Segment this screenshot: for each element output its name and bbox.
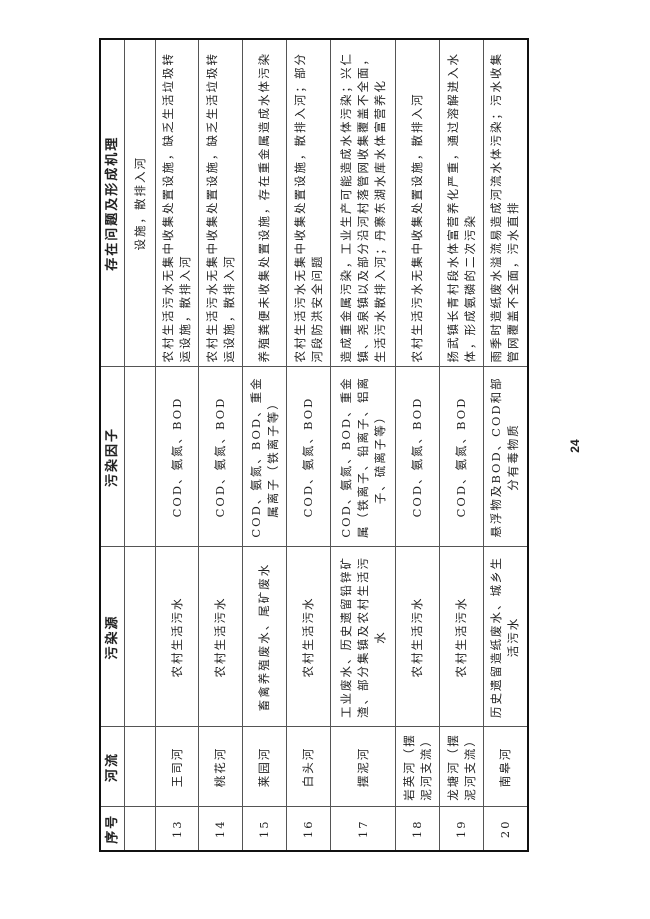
cell-river: 龙塘河（摆泥河支流） xyxy=(439,727,484,807)
cell-river: 王司河 xyxy=(155,727,199,807)
cell-source: 农村生活污水 xyxy=(198,547,243,727)
cell-river: 莱园河 xyxy=(242,727,287,807)
cell-issue: 农村生活污水无集中收集处置设施，散排入河 xyxy=(395,39,440,367)
cell-factor: COD、氨氮、BOD xyxy=(395,367,440,547)
header-factor: 污染因子 xyxy=(100,367,125,547)
cell-river: 桃花河 xyxy=(198,727,243,807)
cell-source: 农村生活污水 xyxy=(155,547,199,727)
table-row: 17 摆泥河 工业废水、历史遗留铅锌矿渣、部分集镇及农村生活污水 COD、氨氮、BOD… xyxy=(330,39,396,851)
cell-source: 农村生活污水 xyxy=(439,547,484,727)
cell-no: 14 xyxy=(198,807,243,851)
cell-river: 白头河 xyxy=(286,727,331,807)
header-river: 河流 xyxy=(100,727,125,807)
header-no: 序号 xyxy=(100,807,125,851)
cell-no: 17 xyxy=(330,807,396,851)
cell-no: 19 xyxy=(439,807,484,851)
cell-no: 15 xyxy=(242,807,287,851)
table-row: 设施，散排入河 xyxy=(124,39,156,851)
cell-source: 畜禽养殖废水、尾矿废水 xyxy=(242,547,287,727)
cell-river: 摆泥河 xyxy=(330,727,396,807)
cell-no: 13 xyxy=(155,807,199,851)
header-issue: 存在问题及形成机理 xyxy=(100,39,125,367)
table-row: 15 莱园河 畜禽养殖废水、尾矿废水 COD、氨氮、BOD、重金属离子（铁离子等） 养殖… xyxy=(242,39,287,851)
cell-no: 16 xyxy=(286,807,331,851)
cell-source: 农村生活污水 xyxy=(395,547,440,727)
cell-source: 农村生活污水 xyxy=(286,547,331,727)
cell-no xyxy=(124,807,156,851)
cell-factor: COD、氨氮、BOD xyxy=(286,367,331,547)
table-row: 14 桃花河 农村生活污水 COD、氨氮、BOD 农村生活污水无集中收集处置设施，缺乏生… xyxy=(198,39,243,851)
cell-issue: 设施，散排入河 xyxy=(124,39,156,367)
pollution-table: 序号 河流 污染源 污染因子 存在问题及形成机理 设施，散排入河 13 王司河 农村生… xyxy=(99,38,529,852)
cell-factor xyxy=(124,367,156,547)
cell-factor: COD、氨氮、BOD xyxy=(155,367,199,547)
cell-no: 20 xyxy=(483,807,528,851)
cell-source: 工业废水、历史遗留铅锌矿渣、部分集镇及农村生活污水 xyxy=(330,547,396,727)
table-row: 19 龙塘河（摆泥河支流） 农村生活污水 COD、氨氮、BOD 扬武镇长青村段水体富营养… xyxy=(439,39,484,851)
page-number: 24 xyxy=(567,439,582,453)
cell-river: 岩英河（摆泥河支流） xyxy=(395,727,440,807)
cell-factor: COD、氨氮、BOD、重金属（铁离子、铅离子、铝离子、硫离子等） xyxy=(330,367,396,547)
cell-factor: COD、氨氮、BOD、重金属离子（铁离子等） xyxy=(242,367,287,547)
cell-river: 南皋河 xyxy=(483,727,528,807)
header-source: 污染源 xyxy=(100,547,125,727)
cell-issue: 雨季时造纸废水溢流易造成河流水体污染；污水收集管网覆盖不全面，污水直排 xyxy=(483,39,528,367)
table-row: 13 王司河 农村生活污水 COD、氨氮、BOD 农村生活污水无集中收集处置设施，缺乏生… xyxy=(155,39,199,851)
table-row: 16 白头河 农村生活污水 COD、氨氮、BOD 农村生活污水无集中收集处置设施，散排入… xyxy=(286,39,331,851)
cell-issue: 扬武镇长青村段水体富营养化严重，通过溶解进入水体，形成氨磷的二次污染 xyxy=(439,39,484,367)
rotated-page: 序号 河流 污染源 污染因子 存在问题及形成机理 设施，散排入河 13 王司河 农村生… xyxy=(99,38,583,852)
cell-factor: COD、氨氮、BOD xyxy=(198,367,243,547)
table-row: 18 岩英河（摆泥河支流） 农村生活污水 COD、氨氮、BOD 农村生活污水无集中收集处… xyxy=(395,39,440,851)
table-header-row: 序号 河流 污染源 污染因子 存在问题及形成机理 xyxy=(100,39,125,851)
cell-no: 18 xyxy=(395,807,440,851)
cell-river xyxy=(124,727,156,807)
cell-source: 历史遗留造纸废水、城乡生活污水 xyxy=(483,547,528,727)
cell-issue: 农村生活污水无集中收集处置设施，缺乏生活垃圾转运设施，散排入河 xyxy=(155,39,199,367)
table-row: 20 南皋河 历史遗留造纸废水、城乡生活污水 悬浮物及BOD、COD和部分有毒物质 雨季… xyxy=(483,39,528,851)
cell-factor: 悬浮物及BOD、COD和部分有毒物质 xyxy=(483,367,528,547)
cell-issue: 农村生活污水无集中收集处置设施，缺乏生活垃圾转运设施，散排入河 xyxy=(198,39,243,367)
cell-factor: COD、氨氮、BOD xyxy=(439,367,484,547)
cell-issue: 农村生活污水无集中收集处置设施，散排入河；部分河段防洪安全问题 xyxy=(286,39,331,367)
cell-issue: 养殖粪便未收集处置设施，存在重金属造成水体污染 xyxy=(242,39,287,367)
cell-issue: 造成重金属污染，工业生产可能造成水体污染；兴仁镇、尧泉镇以及部分沿河村落管网收集… xyxy=(330,39,396,367)
cell-source xyxy=(124,547,156,727)
